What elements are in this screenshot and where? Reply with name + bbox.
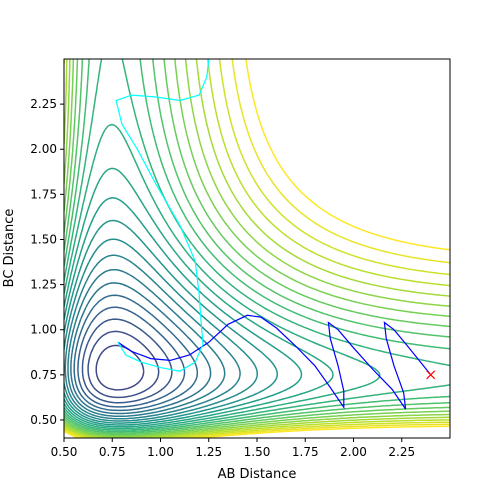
trajectory-line (117, 314, 432, 410)
y-tick-label: 0.75 (30, 368, 57, 382)
contour-level (64, 59, 450, 438)
x-tick-label: 1.25 (195, 445, 222, 459)
contour-level (64, 197, 303, 426)
contour-level (64, 59, 450, 433)
end-point-marker (426, 370, 436, 380)
trajectory-line (115, 59, 210, 372)
contour-level (64, 59, 450, 438)
contour-level (81, 318, 173, 404)
y-tick-label: 1.25 (30, 278, 57, 292)
contour-level (64, 59, 450, 437)
contour-level (67, 268, 226, 418)
y-axis-ticks: 0.50 0.75 1.00 1.25 1.50 1.75 2.00 2.25 (30, 97, 64, 427)
y-tick-label: 0.50 (30, 413, 57, 427)
x-tick-label: 1.75 (292, 445, 319, 459)
y-axis-label: BC Distance (2, 209, 17, 288)
contour-level (64, 167, 334, 428)
x-axis-label: AB Distance (218, 467, 297, 482)
y-tick-label: 2.00 (30, 142, 57, 156)
contour-level (64, 59, 450, 438)
contour-level (64, 59, 450, 434)
x-tick-label: 0.75 (99, 445, 126, 459)
contour-level (64, 219, 279, 424)
contour-level (70, 282, 212, 415)
x-axis-ticks: 0.50 0.75 1.00 1.25 1.50 1.75 2.00 2.25 (51, 438, 415, 459)
contour-level (87, 330, 160, 399)
y-tick-label: 1.00 (30, 323, 57, 337)
x-tick-label: 0.50 (51, 445, 78, 459)
contour-level (64, 238, 259, 422)
plot-background (64, 59, 450, 438)
x-tick-label: 1.50 (244, 445, 271, 459)
contour-level (73, 294, 199, 412)
x-tick-label: 1.00 (147, 445, 174, 459)
markers (426, 370, 436, 380)
x-tick-label: 2.25 (388, 445, 415, 459)
contour-level (64, 254, 241, 420)
contour-level (64, 59, 450, 438)
contour-level (64, 59, 450, 438)
y-tick-label: 1.75 (30, 187, 57, 201)
y-tick-label: 2.25 (30, 97, 57, 111)
contour-level (64, 59, 450, 431)
contour-level (64, 59, 450, 436)
x-tick-label: 2.00 (340, 445, 367, 459)
contour-level (64, 59, 450, 438)
y-tick-label: 1.50 (30, 232, 57, 246)
trajectory-lines (115, 59, 432, 410)
